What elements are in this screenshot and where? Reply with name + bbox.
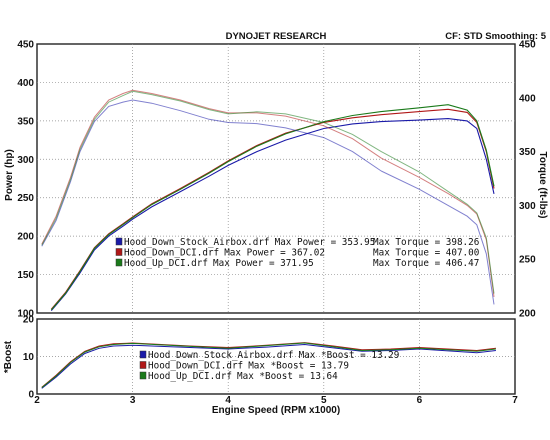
y-axis-label-power: Power (hp) — [4, 149, 15, 201]
power-torque-legend: Hood_Down_Stock_Airbox.drf Max Power = 35… — [115, 237, 479, 269]
power-series-line — [50, 104, 495, 311]
y-tick-torque: 200 — [519, 309, 536, 320]
y-tick-torque: 450 — [519, 40, 536, 51]
legend-value: Max Power = 353.95 — [275, 237, 376, 248]
boost-series-line — [41, 343, 496, 389]
power-torque-ticks: 100 150 200 250 300 350 400 450 200 250 300 350 400 4… — [17, 40, 536, 320]
legend-value: Max *Boost = 13.64 — [237, 371, 338, 382]
boost-series-line — [41, 342, 496, 388]
y-tick-power: 100 — [17, 309, 34, 320]
legend-value: Max Power = 367.02 — [224, 248, 325, 259]
x-axis-ticks: 2 3 4 5 6 7 — [34, 395, 518, 406]
legend-file: Hood_Down_Stock_Airbox.drf — [124, 237, 270, 248]
legend-value: Max Power = 371.95 — [213, 258, 314, 269]
boost-series-line — [41, 342, 496, 388]
boost-frame — [36, 318, 516, 395]
legend-value: Max *Boost = 13.29 — [299, 350, 400, 361]
legend-swatch — [115, 258, 123, 267]
power-torque-panel — [36, 43, 516, 314]
y-tick-power: 450 — [17, 40, 34, 51]
header-title: DYNOJET RESEARCH — [226, 31, 327, 42]
legend-torque: Max Torque = 406.47 — [373, 258, 479, 269]
y-tick-power: 150 — [17, 270, 34, 281]
y-tick-torque: 300 — [519, 201, 536, 212]
y-tick-boost: 0 — [28, 390, 34, 401]
x-tick: 7 — [512, 395, 518, 406]
y-axis-label-torque: Torque (ft-lbs) — [537, 151, 548, 218]
x-tick: 2 — [34, 395, 40, 406]
boost-grid — [37, 319, 515, 394]
boost-ticks: 0 10 20 — [23, 315, 35, 401]
y-tick-power: 350 — [17, 116, 34, 127]
y-tick-boost: 20 — [23, 315, 35, 326]
x-tick: 6 — [417, 395, 423, 406]
legend-value: Max *Boost = 13.79 — [248, 361, 349, 372]
legend-file: Hood_Down_DCI.drf — [124, 248, 219, 259]
header-settings: CF: STD Smoothing: 5 — [445, 31, 547, 42]
x-axis-label: Engine Speed (RPM x1000) — [212, 405, 340, 416]
y-tick-power: 300 — [17, 155, 34, 166]
legend-swatch — [139, 350, 147, 359]
legend-swatch — [115, 248, 123, 256]
y-tick-power: 200 — [17, 232, 34, 243]
boost-panel — [36, 318, 516, 395]
torque-series-line — [41, 99, 495, 305]
y-tick-power: 250 — [17, 193, 34, 204]
legend-file: Hood_Down_DCI.drf — [148, 361, 243, 372]
torque-series-line — [41, 90, 495, 294]
legend-file: Hood_Up_DCI.drf — [148, 371, 232, 382]
power-torque-series — [41, 89, 495, 312]
legend-swatch — [139, 371, 147, 380]
y-tick-torque: 250 — [519, 255, 536, 266]
x-tick: 5 — [321, 395, 327, 406]
legend-file: Hood_Up_DCI.drf — [124, 258, 208, 269]
boost-legend: Hood_Down_Stock_Airbox.drf Max *Boost = 1… — [139, 350, 400, 382]
x-tick: 3 — [130, 395, 136, 406]
power-series-line — [50, 118, 495, 312]
power-torque-frame — [36, 43, 516, 314]
y-tick-torque: 350 — [519, 147, 536, 158]
torque-series-line — [41, 89, 495, 297]
legend-file: Hood_Down_Stock_Airbox.drf — [148, 350, 294, 361]
y-tick-power: 400 — [17, 78, 34, 89]
boost-series — [41, 342, 496, 389]
legend-swatch — [139, 361, 147, 369]
legend-torque: Max Torque = 407.00 — [373, 248, 479, 259]
legend-swatch — [115, 237, 123, 246]
legend-torque: Max Torque = 398.26 — [373, 237, 479, 248]
x-tick: 4 — [225, 395, 231, 406]
y-tick-torque: 400 — [519, 93, 536, 104]
y-tick-boost: 10 — [23, 352, 35, 363]
y-axis-label-boost: *Boost — [3, 340, 14, 373]
